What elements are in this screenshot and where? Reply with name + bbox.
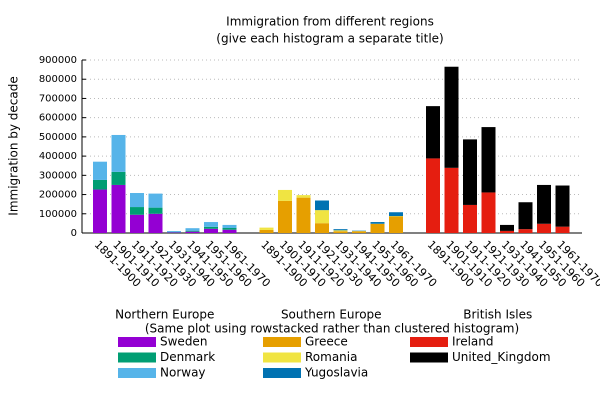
- legend-swatch: [263, 337, 301, 347]
- y-tick-label: 300000: [39, 170, 77, 181]
- bar-segment: [186, 228, 200, 230]
- y-tick-label: 0: [71, 228, 77, 239]
- bar-segment: [260, 230, 274, 233]
- y-tick-label: 700000: [39, 93, 77, 104]
- bar-segment: [149, 194, 163, 208]
- legend-label: Romania: [305, 350, 357, 364]
- bar-segment: [112, 172, 126, 185]
- bar-segment: [445, 168, 459, 233]
- bar-segment: [519, 229, 533, 233]
- note: (Same plot using rowstacked rather than …: [145, 322, 519, 336]
- bar-segment: [519, 202, 533, 229]
- legend-swatch: [263, 368, 301, 378]
- bar-segment: [167, 232, 181, 233]
- bar-segment: [463, 205, 477, 233]
- bar-segment: [445, 67, 459, 168]
- bar-segment: [130, 215, 144, 233]
- bar-segment: [130, 193, 144, 207]
- bar-segment: [204, 229, 218, 233]
- bar-segment: [315, 201, 329, 211]
- bar-segment: [537, 224, 551, 233]
- bar-segment: [297, 198, 311, 233]
- bar-segment: [130, 207, 144, 215]
- bar-segment: [112, 135, 126, 172]
- bar-segment: [278, 190, 292, 201]
- bar-segment: [315, 210, 329, 223]
- bar-segment: [315, 223, 329, 233]
- legend-label: Norway: [160, 366, 206, 380]
- bar-segment: [167, 231, 181, 232]
- bar-segment: [500, 231, 514, 233]
- legend-swatch: [118, 368, 156, 378]
- chart-title: Immigration from different regions: [226, 15, 434, 29]
- bar-segment: [352, 231, 366, 233]
- group-label: Southern Europe: [281, 308, 382, 322]
- bar-segment: [556, 186, 570, 227]
- y-tick-label: 400000: [39, 151, 77, 162]
- legend-label: United_Kingdom: [452, 350, 551, 364]
- bar-segment: [426, 106, 440, 158]
- bar-segment: [482, 192, 496, 233]
- bar-segment: [371, 224, 385, 233]
- bar-segment: [297, 195, 311, 197]
- bar-segment: [204, 227, 218, 229]
- legend-swatch: [410, 337, 448, 347]
- y-tick-label: 200000: [39, 190, 77, 201]
- legend-label: Ireland: [452, 335, 494, 349]
- bar-segment: [389, 212, 403, 216]
- bar-segment: [260, 228, 274, 230]
- bar-segment: [223, 230, 237, 233]
- bar-segment: [186, 232, 200, 233]
- bar-segment: [371, 222, 385, 224]
- bar-segment: [223, 228, 237, 230]
- bar-segment: [149, 214, 163, 233]
- bar-segment: [334, 231, 348, 233]
- y-axis-label: Immigration by decade: [7, 76, 21, 215]
- bar-segment: [463, 139, 477, 205]
- legend-swatch: [118, 353, 156, 363]
- bar-segment: [389, 216, 403, 233]
- bar-segment: [556, 227, 570, 233]
- bar-segment: [537, 185, 551, 224]
- y-tick-label: 500000: [39, 132, 77, 143]
- bar-segment: [278, 201, 292, 233]
- bar-segment: [334, 230, 348, 231]
- y-tick-label: 900000: [39, 55, 77, 66]
- bar-segment: [93, 190, 107, 233]
- bar-segment: [482, 127, 496, 192]
- legend-label: Greece: [305, 335, 348, 349]
- bar-segment: [426, 158, 440, 233]
- group-label: Northern Europe: [115, 308, 214, 322]
- bar-segment: [186, 231, 200, 232]
- legend-swatch: [118, 337, 156, 347]
- legend-swatch: [263, 353, 301, 363]
- bar-segment: [93, 180, 107, 190]
- legend-label: Yugoslavia: [304, 366, 368, 380]
- bar-segment: [334, 229, 348, 230]
- bar-segment: [112, 185, 126, 233]
- y-tick-label: 100000: [39, 209, 77, 220]
- bar-segment: [204, 222, 218, 227]
- y-tick-label: 600000: [39, 113, 77, 124]
- bar-segment: [149, 208, 163, 214]
- y-tick-label: 800000: [39, 74, 77, 85]
- legend-label: Denmark: [160, 350, 215, 364]
- chart-subtitle: (give each histogram a separate title): [216, 32, 443, 46]
- legend-label: Sweden: [160, 335, 207, 349]
- bar-segment: [223, 225, 237, 228]
- group-label: British Isles: [463, 308, 532, 322]
- bar-segment: [500, 225, 514, 231]
- legend-swatch: [410, 353, 448, 363]
- bar-segment: [93, 162, 107, 180]
